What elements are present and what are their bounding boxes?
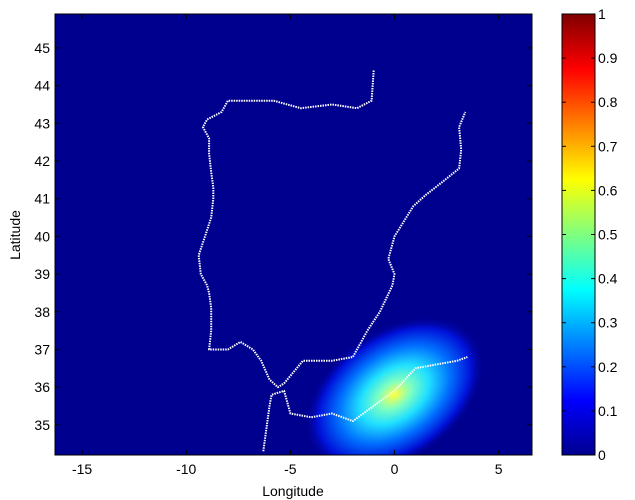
colorbar-tick-label: 0 [598,447,606,463]
x-tick-label: 5 [495,461,503,477]
coastline-atlantic-west-coast [197,70,375,389]
y-tick-label: 39 [34,266,50,282]
plot-frame [54,13,533,456]
colorbar-tick-label: 0.7 [598,138,618,154]
colorbar-tick-label: 1 [598,6,606,22]
y-tick-label: 42 [34,153,50,169]
x-axis: -15 -10 -5 0 5 [72,14,503,477]
y-tick-label: 40 [34,228,50,244]
colorbar-tick-label: 0.6 [598,182,618,198]
y-tick-label: 44 [34,78,50,94]
y-tick-label: 45 [34,40,50,56]
x-tick-label: 0 [391,461,399,477]
y-tick-label: 41 [34,191,50,207]
colorbar-axis: 0 0.1 0.2 0.3 0.4 0.5 0.6 0.7 0.8 0.9 1 [562,6,618,463]
y-tick-label: 43 [34,115,50,131]
colorbar-tick-label: 0.4 [598,271,618,287]
colorbar [561,13,596,456]
coastlines-layer [197,70,468,452]
y-tick-label: 35 [34,417,50,433]
x-tick-label: -10 [176,461,196,477]
coastline-north-africa-coast [262,356,468,452]
y-tick-label: 38 [34,304,50,320]
heatmap-layer [304,316,485,455]
colorbar-tick-label: 0.5 [598,227,618,243]
heatmap-hotspot [304,316,485,455]
colorbar-tick-label: 0.2 [598,359,618,375]
x-axis-title: Longitude [262,483,324,499]
y-axis: 35 36 37 38 39 40 41 42 43 44 45 [34,40,532,433]
colorbar-tick-label: 0.9 [598,50,618,66]
colorbar-tick-label: 0.1 [598,403,618,419]
coastline-mediterranean-east-coast [283,111,467,385]
colorbar-tick-label: 0.3 [598,315,618,331]
y-tick-label: 37 [34,341,50,357]
x-tick-label: -15 [72,461,92,477]
y-axis-title: Latitude [7,210,23,260]
x-tick-label: -5 [284,461,297,477]
y-tick-label: 36 [34,379,50,395]
colorbar-tick-label: 0.8 [598,94,618,110]
